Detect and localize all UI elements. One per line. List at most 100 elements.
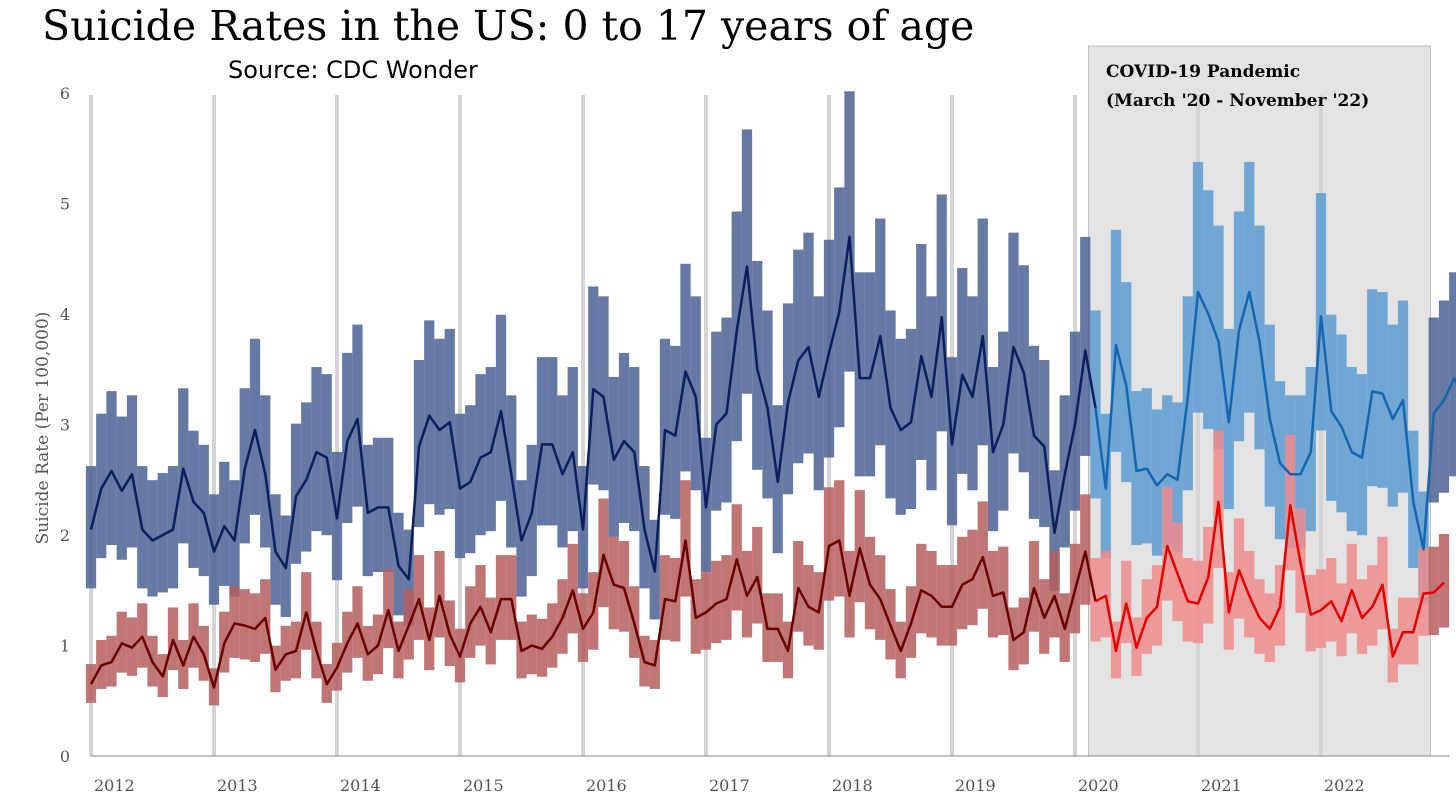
- range-band: [424, 320, 435, 505]
- range-band: [1100, 550, 1111, 638]
- range-band: [1049, 550, 1060, 638]
- range-band: [711, 560, 722, 644]
- range-band: [106, 391, 117, 546]
- range-band: [957, 536, 968, 630]
- range-band: [1203, 190, 1214, 429]
- range-band: [680, 480, 691, 597]
- range-band: [1428, 317, 1439, 503]
- range-band: [321, 374, 332, 536]
- range-band: [793, 249, 804, 464]
- range-band: [598, 498, 609, 608]
- range-band: [823, 487, 835, 601]
- range-band: [536, 357, 548, 526]
- range-band: [1336, 334, 1347, 513]
- pandemic-label-line1: COVID-19 Pandemic: [1106, 62, 1300, 82]
- range-band: [1080, 236, 1091, 456]
- range-band: [290, 423, 302, 564]
- range-band: [690, 296, 701, 491]
- y-tick-label: 2: [60, 526, 70, 545]
- range-band: [1213, 225, 1224, 450]
- range-band: [977, 501, 988, 609]
- x-tick-label: 2012: [94, 776, 135, 795]
- range-band: [1039, 359, 1050, 528]
- range-band: [1213, 430, 1224, 568]
- range-band: [547, 357, 558, 526]
- range-band: [495, 555, 507, 640]
- range-band: [567, 543, 578, 634]
- range-band: [936, 194, 947, 432]
- y-axis-ticks: 0 1 2 3 4 5 6: [60, 84, 70, 766]
- range-band: [659, 338, 671, 515]
- range-band: [659, 555, 671, 640]
- x-tick-label: 2022: [1324, 776, 1365, 795]
- range-band: [1367, 289, 1378, 487]
- range-band: [239, 589, 250, 660]
- range-band: [752, 526, 763, 624]
- range-band: [1397, 300, 1409, 493]
- range-band: [1438, 300, 1450, 493]
- range-band: [147, 480, 158, 597]
- range-band: [834, 480, 845, 597]
- range-band: [178, 388, 189, 544]
- range-band: [1162, 395, 1173, 548]
- range-band: [1121, 560, 1132, 644]
- range-band: [1438, 533, 1450, 628]
- range-band: [444, 328, 455, 510]
- range-band: [618, 352, 630, 523]
- range-band: [1110, 229, 1122, 452]
- range-band: [372, 437, 384, 573]
- range-band: [793, 541, 804, 632]
- range-band: [680, 263, 691, 472]
- range-band: [475, 565, 486, 646]
- range-band: [1028, 541, 1040, 632]
- range-band: [957, 268, 968, 474]
- x-tick-label: 2014: [340, 776, 381, 795]
- range-band: [352, 324, 363, 507]
- x-tick-label: 2017: [709, 776, 750, 795]
- range-band: [741, 129, 753, 394]
- range-band: [1192, 161, 1204, 413]
- x-tick-label: 2013: [217, 776, 258, 795]
- range-band: [916, 543, 927, 634]
- series-lines: [89, 235, 1456, 689]
- chart-title: Suicide Rates in the US: 0 to 17 years o…: [42, 2, 975, 50]
- range-band: [1346, 543, 1357, 634]
- series-line-pre-pandemic: [89, 539, 1097, 689]
- y-tick-label: 1: [60, 637, 70, 656]
- y-tick-label: 5: [60, 195, 70, 214]
- range-band: [875, 218, 886, 446]
- range-band: [301, 572, 312, 650]
- series-line-pre-pandemic: [89, 235, 1097, 581]
- x-tick-label: 2018: [832, 776, 873, 795]
- series-line-pandemic: [1094, 500, 1445, 658]
- x-axis-ticks: 2012 2013 2014 2015 2016 2017 2018 2019 2020 2021…: [94, 776, 1365, 795]
- range-band: [495, 314, 507, 501]
- range-band: [711, 331, 722, 511]
- range-band: [1315, 193, 1327, 431]
- range-band: [977, 218, 988, 446]
- range-band: [731, 504, 742, 611]
- range-band: [1418, 548, 1429, 636]
- chart-subtitle: Source: CDC Wonder: [228, 56, 478, 84]
- x-tick-label: 2016: [586, 776, 627, 795]
- range-band: [1377, 536, 1388, 630]
- range-band: [126, 395, 138, 548]
- range-band: [229, 586, 240, 658]
- range-band: [1285, 434, 1296, 571]
- range-band: [219, 461, 230, 586]
- range-band: [1326, 557, 1337, 642]
- range-band: [1244, 161, 1255, 413]
- range-band: [434, 550, 445, 638]
- y-tick-label: 0: [60, 747, 70, 766]
- range-band: [1377, 292, 1388, 488]
- x-tick-label: 2019: [955, 776, 996, 795]
- range-band: [916, 243, 927, 460]
- y-tick-label: 6: [60, 84, 70, 103]
- range-band: [629, 367, 640, 532]
- series-line-pandemic: [1094, 290, 1456, 551]
- range-band: [1141, 388, 1152, 544]
- x-tick-label: 2021: [1201, 776, 1242, 795]
- pandemic-label-line2: (March '20 - November '22): [1106, 91, 1369, 111]
- y-axis-label: Suicide Rate (Per 100,000): [33, 312, 53, 545]
